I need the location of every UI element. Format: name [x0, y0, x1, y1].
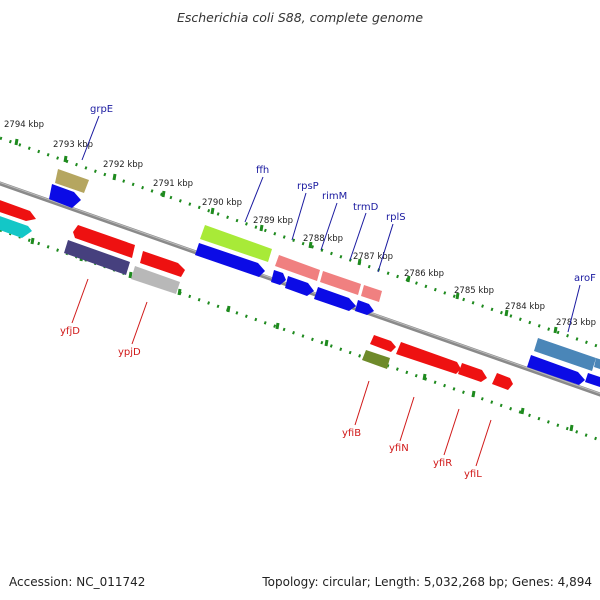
gene-label-rpsP[interactable]: rpsP	[297, 181, 319, 192]
kbp-label: 2784 kbp	[505, 302, 545, 312]
gene-feature-yfiN[interactable]	[396, 342, 461, 374]
gene-feature-rpsP[interactable]	[275, 255, 320, 281]
gene-label-grpE[interactable]: grpE	[90, 104, 113, 115]
kbp-label: 2785 kbp	[454, 286, 494, 296]
gene-feature-ffh[interactable]	[200, 225, 272, 262]
gene-feature-grpE[interactable]	[55, 169, 89, 193]
gene-label-ypjD[interactable]: ypjD	[118, 347, 141, 358]
kbp-label: 2787 kbp	[353, 252, 393, 262]
gene-feature-aroF[interactable]	[534, 338, 596, 371]
label-leader-lines-bottom	[71, 278, 492, 467]
gene-labels-bottom: yfjD ypjD yfiB yfiN yfiR yfiL	[60, 326, 482, 480]
kbp-label: 2792 kbp	[103, 160, 143, 170]
gene-feature-trmD[interactable]	[361, 285, 382, 302]
kbp-label: 2790 kbp	[202, 198, 242, 208]
gene-label-yfjD[interactable]: yfjD	[60, 326, 80, 337]
gene-feature[interactable]	[0, 214, 32, 238]
gene-feature-yfiB[interactable]	[362, 350, 390, 369]
kbp-label: 2794 kbp	[4, 120, 44, 130]
gene-label-rimM[interactable]: rimM	[322, 191, 347, 202]
gene-feature[interactable]	[49, 184, 81, 208]
genome-title: Escherichia coli S88, complete genome	[176, 10, 424, 25]
gene-label-trmD[interactable]: trmD	[353, 202, 379, 213]
kbp-label: 2793 kbp	[53, 140, 93, 150]
kbp-label: 2788 kbp	[303, 234, 343, 244]
gene-feature[interactable]	[271, 270, 286, 285]
kbp-label: 2783 kbp	[556, 318, 596, 328]
gene-feature-yfiR[interactable]	[458, 363, 487, 382]
gene-feature[interactable]	[140, 251, 185, 277]
kbp-label: 2791 kbp	[153, 179, 193, 189]
label-leader-lines-top	[81, 115, 581, 333]
gene-feature[interactable]	[370, 335, 396, 352]
genome-summary-text: Topology: circular; Length: 5,032,268 bp…	[262, 575, 592, 589]
kbp-label: 2786 kbp	[404, 269, 444, 279]
gene-feature-yfiL[interactable]	[492, 373, 513, 390]
gene-feature-ypjD[interactable]	[131, 266, 180, 294]
gene-feature[interactable]	[585, 373, 600, 389]
gene-label-yfiN[interactable]: yfiN	[389, 443, 409, 454]
gene-features	[0, 169, 600, 390]
gene-feature[interactable]	[285, 276, 314, 296]
gene-label-ffh[interactable]: ffh	[256, 165, 269, 176]
gene-feature-rplS[interactable]	[355, 300, 374, 315]
gene-label-yfiB[interactable]: yfiB	[342, 428, 361, 439]
gene-feature[interactable]	[0, 198, 36, 221]
gene-feature[interactable]	[195, 243, 265, 277]
accession-text: Accession: NC_011742	[9, 575, 146, 589]
gene-feature-rimM[interactable]	[320, 271, 361, 295]
gene-label-aroF[interactable]: aroF	[574, 273, 596, 284]
gene-label-yfiR[interactable]: yfiR	[433, 458, 452, 469]
gene-feature[interactable]	[314, 287, 356, 311]
gene-label-yfiL[interactable]: yfiL	[464, 469, 482, 480]
gene-feature-yfjD[interactable]	[64, 240, 130, 275]
gene-labels-top: grpE ffh rpsP rimM trmD rplS aroF	[90, 104, 596, 284]
ruler-top-ticks	[14, 138, 558, 334]
gene-feature[interactable]	[527, 355, 585, 385]
kbp-label: 2789 kbp	[253, 216, 293, 226]
gene-feature[interactable]	[73, 225, 135, 258]
gene-label-rplS[interactable]: rplS	[386, 212, 406, 223]
kbp-labels: 2794 kbp 2793 kbp 2792 kbp 2791 kbp 2790…	[4, 120, 596, 328]
gene-feature[interactable]	[594, 358, 600, 371]
